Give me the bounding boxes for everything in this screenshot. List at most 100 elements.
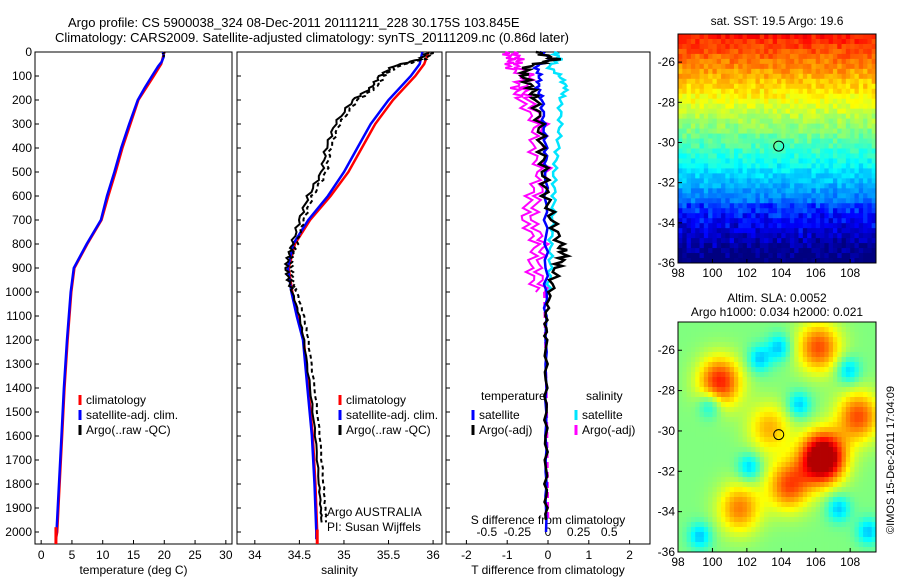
map-cell [751,322,756,328]
map-cell [738,143,743,149]
map-cell [871,163,877,169]
map-cell [733,412,739,418]
map-cell [733,78,739,85]
map-cell [690,178,696,184]
map-cell [867,123,873,129]
map-cell [733,507,739,513]
map-cell [746,542,752,548]
map-cell [682,198,687,204]
map-cell [703,452,709,458]
map-cell [845,532,851,538]
map-cell [858,467,864,473]
map-cell [690,93,696,100]
map-cell [845,68,851,75]
map-cell [850,367,855,373]
map-cell [703,397,709,403]
map-cell [867,168,873,174]
map-cell [837,158,842,164]
y-tick-label: 1600 [5,429,32,443]
map-cell [828,522,834,528]
map-cell [777,407,782,413]
map-cell [832,457,838,463]
map-cell [837,372,842,378]
map-cell [837,492,842,498]
map-cell [695,397,700,403]
map-cell [716,148,722,154]
map-cell [824,512,830,518]
map-cell [789,422,795,428]
map-cell [854,492,860,498]
map-cell [832,128,838,134]
map-cell [785,547,791,553]
map-cell [789,78,795,85]
map-cell [738,362,743,368]
map-cell [678,457,683,463]
map-cell [759,93,765,100]
map-cell [686,532,692,538]
map-cell [699,188,705,194]
map-cell [807,402,812,408]
map-cell [716,203,722,209]
map-cell [725,118,731,125]
map-cell [768,188,774,194]
map-cell [837,392,842,398]
map-cell [863,527,868,533]
map-cell [746,382,752,388]
map-cell [682,58,687,65]
map-cell [794,527,799,533]
map-cell [716,123,722,129]
map-cell [712,128,718,134]
map-cell [751,537,756,543]
map-cell [703,432,709,438]
map-cell [863,397,868,403]
map-cell [772,158,778,164]
map-cell [815,53,821,60]
map-cell [725,253,731,259]
map-cell [777,477,782,483]
map-cell [777,322,782,328]
map-cell [708,48,713,55]
map-cell [764,88,769,95]
map-cell [802,208,808,214]
map-cell [798,183,804,189]
map-cell [854,133,860,139]
map-cell [772,193,778,199]
map-cell [738,183,743,189]
map-cell [785,88,791,95]
map-cell [708,467,713,473]
map-cell [820,188,825,194]
map-cell [798,173,804,179]
map-cell [768,402,774,408]
map-cell [828,193,834,199]
map-cell [708,258,713,264]
map-cell [832,512,838,518]
map-cell [772,362,778,368]
map-cell [755,362,761,368]
map-cell [815,527,821,533]
map-cell [828,213,834,219]
map-cell [764,238,769,244]
y-tick-label: -26 [658,55,676,69]
map-cell [751,412,756,418]
map-cell [802,387,808,393]
map-cell [815,233,821,239]
map-cell [798,168,804,174]
map-cell [703,487,709,493]
map-cell [708,357,713,363]
map-cell [721,387,726,393]
map-cell [699,522,705,528]
map-cell [729,437,735,443]
map-cell [764,93,769,100]
map-cell [815,43,821,50]
map-cell [824,73,830,80]
map-cell [824,243,830,249]
map-cell [712,123,718,129]
map-cell [837,58,842,65]
map-cell [721,43,726,50]
map-cell [794,432,799,438]
map-cell [841,427,847,433]
map-cell [742,532,748,538]
map-cell [772,228,778,234]
map-cell [738,158,743,164]
map-cell [686,34,692,40]
